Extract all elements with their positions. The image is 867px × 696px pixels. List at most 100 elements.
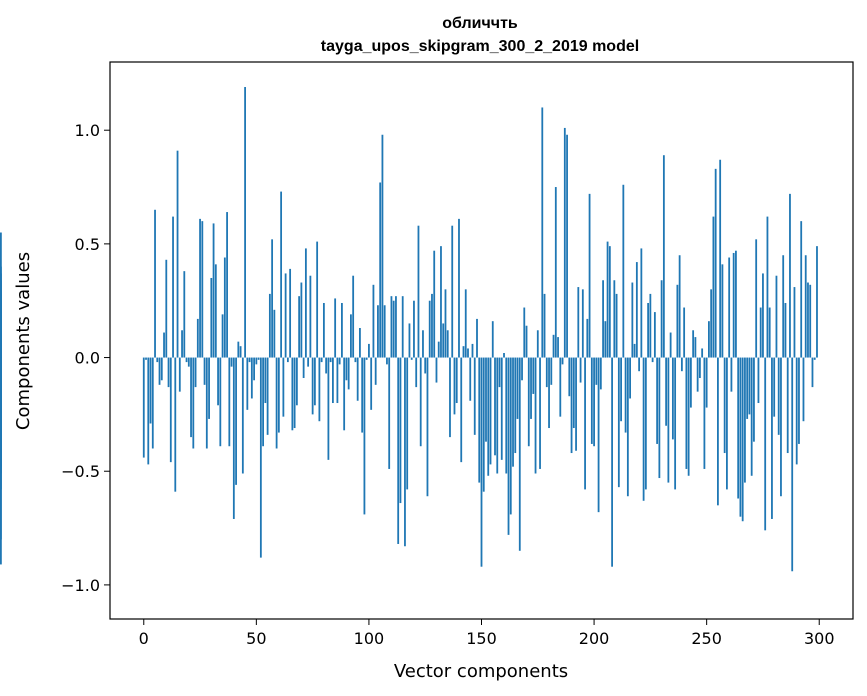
bar-63 (284, 273, 287, 358)
bar-22 (192, 357, 195, 449)
x-axis-label: Vector components (394, 661, 568, 682)
bar-undefined (0, 357, 2, 565)
bar-281 (775, 275, 778, 358)
bar-144 (467, 348, 469, 358)
bar-233 (667, 357, 670, 483)
bar-3 (149, 357, 152, 424)
bar-209 (613, 280, 616, 358)
bar-5 (154, 209, 156, 358)
bar-42 (237, 341, 240, 358)
bar-188 (566, 134, 568, 358)
bar-119 (410, 357, 413, 360)
bar-165 (514, 357, 517, 454)
bar-25 (199, 218, 201, 358)
bar-128 (431, 293, 433, 358)
y-tick-label: −1.0 (61, 576, 100, 595)
bar-194 (579, 357, 582, 383)
bar-190 (570, 357, 573, 454)
bar-97 (361, 357, 364, 433)
bar-87 (338, 357, 341, 365)
bar-155 (491, 321, 494, 358)
bar-53 (262, 357, 264, 447)
bar-196 (584, 357, 586, 490)
bar-182 (552, 334, 555, 358)
bar-169 (523, 307, 526, 358)
bar-143 (464, 289, 467, 358)
bar-79 (320, 357, 323, 363)
bar-12 (169, 357, 172, 463)
bar-88 (341, 302, 343, 358)
bar-132 (440, 246, 442, 358)
bar-213 (622, 184, 625, 358)
bar-264 (737, 357, 740, 499)
bar-191 (572, 357, 575, 429)
bar-23 (194, 357, 197, 388)
bar-134 (444, 289, 447, 358)
bar-116 (404, 357, 406, 547)
bar-185 (559, 357, 562, 417)
bar-91 (347, 357, 350, 390)
bar-141 (460, 357, 463, 463)
bar-158 (498, 357, 501, 388)
bar-18 (183, 271, 186, 358)
bar-177 (541, 107, 544, 358)
bar-76 (313, 357, 316, 406)
bar-7 (158, 357, 161, 385)
bar-150 (480, 357, 483, 567)
bar-276 (764, 357, 767, 531)
bar-129 (433, 250, 436, 358)
bar-81 (325, 357, 328, 374)
bar-186 (561, 357, 564, 365)
bar-257 (721, 264, 724, 358)
bar-160 (503, 353, 505, 358)
bar-100 (368, 343, 370, 358)
bar-114 (399, 357, 402, 504)
bar-56 (268, 293, 271, 358)
bar-61 (280, 191, 283, 358)
chart-subtitle: tayga_upos_skipgram_300_2_2019 model (321, 38, 639, 55)
bar-166 (516, 357, 519, 419)
bar-103 (374, 357, 377, 385)
bar-221 (640, 248, 643, 358)
chart-title: обличчть (442, 15, 518, 32)
bar-295 (807, 282, 809, 358)
bar-283 (780, 357, 782, 497)
bar-239 (680, 357, 683, 372)
bar-153 (487, 357, 490, 476)
bar-220 (638, 357, 641, 372)
bar-232 (665, 357, 668, 426)
bar-67 (293, 357, 296, 429)
bar-17 (181, 330, 183, 358)
bar-48 (250, 357, 253, 399)
bar-229 (658, 357, 661, 479)
bar-215 (626, 357, 629, 497)
bar-74 (309, 275, 312, 358)
bar-0 (142, 357, 145, 458)
bar-206 (606, 241, 609, 358)
bar-152 (485, 357, 487, 442)
bar-235 (671, 357, 674, 440)
bar-222 (642, 357, 645, 501)
bar-149 (478, 357, 481, 483)
y-tick-label: 1.0 (75, 121, 100, 140)
bar-105 (379, 182, 382, 358)
bar-249 (703, 357, 706, 469)
bar-163 (509, 357, 512, 515)
bar-107 (383, 305, 386, 358)
bar-161 (505, 357, 508, 474)
bar-296 (809, 284, 812, 358)
bar-89 (343, 357, 346, 431)
bar-278 (768, 307, 771, 358)
bar-168 (521, 357, 523, 381)
bar-44 (241, 357, 244, 474)
bar-19 (185, 357, 188, 363)
bar-147 (473, 357, 476, 435)
bar-297 (811, 357, 814, 388)
bar-72 (304, 248, 307, 358)
bar-225 (649, 293, 652, 358)
bar-52 (259, 357, 262, 558)
bar-151 (482, 357, 485, 492)
y-tick-label: 0.5 (75, 235, 100, 254)
bar-214 (624, 357, 627, 433)
bar-299 (816, 246, 818, 358)
